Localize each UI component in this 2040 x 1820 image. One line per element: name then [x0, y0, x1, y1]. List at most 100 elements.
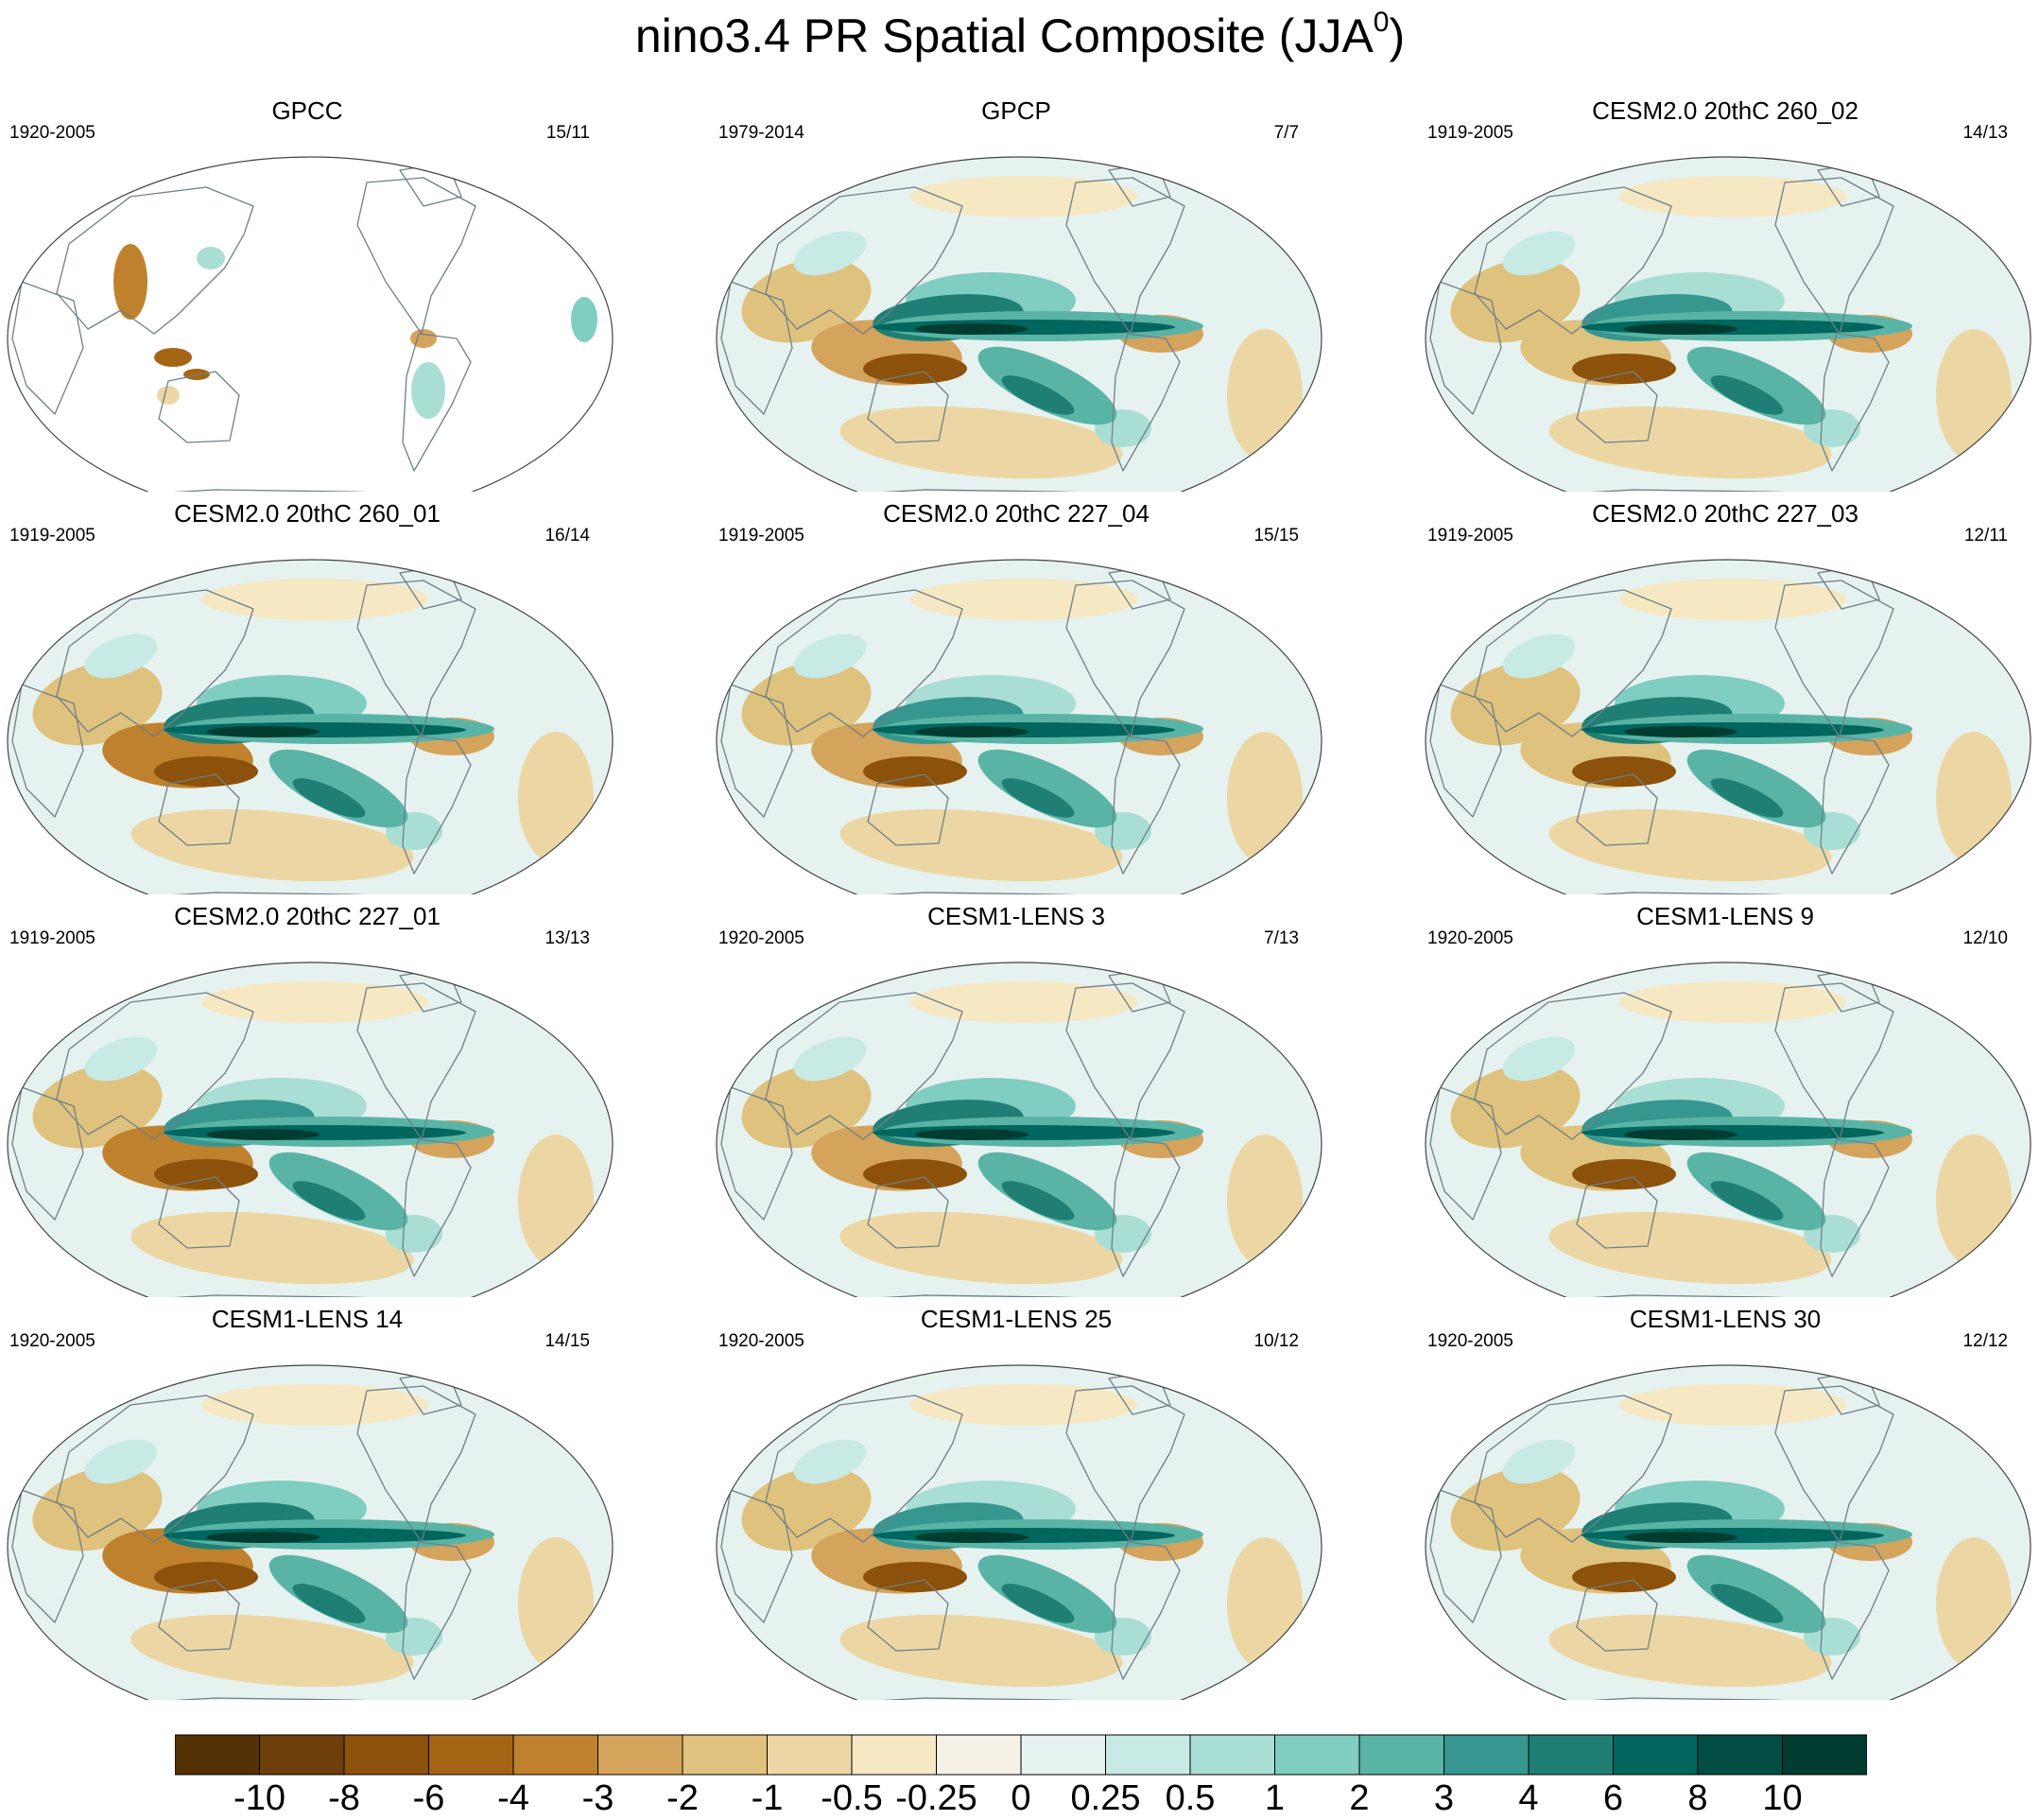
- coastline-asia: [1474, 589, 1672, 737]
- colorbar-swatch: [1613, 1734, 1699, 1776]
- coastline-namerica: [1774, 982, 1894, 1140]
- panel-count: 15/15: [1253, 526, 1299, 546]
- coastline-africa: [720, 684, 793, 818]
- colorbar-tick-label: 4: [1518, 1778, 1539, 1818]
- coastline-samerica: [402, 736, 472, 875]
- equatorial-wet-max: [206, 726, 320, 737]
- east-atlantic-dry: [1936, 329, 2012, 461]
- colorbar-tick-label: 6: [1602, 1778, 1624, 1818]
- east-atlantic-dry: [518, 732, 594, 864]
- panel-count: 10/12: [1253, 1331, 1299, 1351]
- coastline-africa: [11, 1086, 84, 1221]
- colorbar-swatch: [175, 1734, 260, 1776]
- coastline-asia: [56, 992, 254, 1140]
- coastline-australia: [1576, 1579, 1658, 1652]
- equatorial-wet-max: [915, 1532, 1029, 1543]
- panel-count: 12/10: [1962, 928, 2008, 948]
- coastline-antarctica: [87, 892, 528, 894]
- map-panel: CESM2.0 20thC 227_03 1919-2005 12/11: [1418, 497, 2032, 894]
- coastline-antarctica: [1505, 1697, 1946, 1700]
- indian-ocean-dry: [741, 661, 872, 746]
- colorbar-swatch: [682, 1734, 768, 1776]
- south-dry-band: [1548, 1614, 1832, 1688]
- spcz-wet: [1686, 1554, 1826, 1634]
- colorbar-tick-label: -10: [233, 1778, 285, 1818]
- colorbar-swatch: [851, 1734, 937, 1776]
- coastline-asia: [765, 992, 963, 1140]
- land-wet-samerica: [411, 362, 445, 419]
- panel-period: 1919-2005: [9, 526, 95, 546]
- maritime-continent-dry-core: [154, 1159, 258, 1189]
- colorbar-tick-label: 8: [1687, 1778, 1708, 1818]
- land-wet-china: [197, 247, 225, 269]
- colorbar-swatch: [1105, 1734, 1191, 1776]
- panel-title: CESM2.0 20thC 260_01: [174, 499, 441, 528]
- main-title-superscript: 0: [1373, 7, 1390, 38]
- map-border: [716, 156, 1323, 492]
- south-dry-band: [130, 1614, 414, 1688]
- indian-ocean-dry: [741, 1064, 872, 1149]
- spcz-wet-core: [1001, 778, 1075, 818]
- indian-ocean-dry: [1450, 1064, 1581, 1149]
- spcz-wet-core: [292, 1584, 366, 1623]
- panel-title: CESM2.0 20thC 227_04: [883, 499, 1150, 528]
- spcz-wet: [268, 749, 408, 828]
- coastline-australia: [158, 371, 240, 443]
- coastline-namerica: [356, 580, 476, 737]
- robinson-map: [7, 962, 614, 1297]
- colorbar-tick-label: -4: [497, 1778, 529, 1818]
- colorbar-tick-label: -6: [412, 1778, 445, 1818]
- equatorial-wet-max: [1624, 726, 1737, 737]
- coastline-africa: [11, 1489, 84, 1623]
- panel-period: 1920-2005: [9, 123, 95, 143]
- panel-period: 1920-2005: [718, 928, 804, 948]
- east-atlantic-dry: [1227, 732, 1303, 864]
- robinson-map: [1425, 559, 2031, 894]
- equatorial-wet-max: [915, 1129, 1029, 1140]
- robinson-map: [716, 559, 1323, 894]
- panel-period: 1920-2005: [1427, 1331, 1513, 1351]
- south-dry-band: [130, 808, 414, 882]
- east-atlantic-dry: [518, 1135, 594, 1267]
- south-dry-band: [839, 406, 1123, 479]
- coastline-africa: [1429, 684, 1502, 818]
- asia-wet-patch: [84, 1439, 158, 1484]
- equatorial-wet-max: [915, 726, 1029, 737]
- colorbar-tick-label: -0.5: [821, 1778, 883, 1818]
- coastline-antarctica: [796, 1697, 1237, 1700]
- indian-ocean-dry: [32, 1466, 163, 1551]
- asia-wet-patch: [793, 231, 867, 276]
- spcz-wet: [268, 1152, 408, 1231]
- coastline-asia: [765, 186, 963, 335]
- coastline-samerica: [1820, 1541, 1890, 1680]
- maritime-continent-dry-core: [154, 1562, 258, 1592]
- coastline-samerica: [402, 1541, 472, 1680]
- panel-period: 1919-2005: [1427, 526, 1513, 546]
- indian-ocean-dry: [1450, 1466, 1581, 1551]
- coastline-samerica: [1111, 736, 1181, 875]
- east-atlantic-dry: [1936, 732, 2012, 864]
- equatorial-wet-max: [1624, 323, 1737, 335]
- panel-period: 1919-2005: [1427, 123, 1513, 143]
- maritime-continent-dry-core: [1572, 756, 1676, 787]
- coastline-africa: [11, 281, 84, 415]
- maritime-continent-dry-core: [863, 1159, 967, 1189]
- spcz-wet: [268, 1554, 408, 1634]
- colorbar-swatch: [512, 1734, 598, 1776]
- coastline-australia: [867, 1176, 949, 1249]
- spcz-wet: [977, 1152, 1117, 1231]
- map-border: [1425, 156, 2031, 492]
- map-panel: CESM2.0 20thC 260_02 1919-2005 14/13: [1418, 95, 2032, 492]
- indian-ocean-dry: [741, 1466, 872, 1551]
- south-dry-band: [1548, 1211, 1832, 1285]
- equatorial-wet-max: [206, 1129, 320, 1140]
- colorbar-tick-label: 10: [1762, 1778, 1803, 1818]
- colorbar-tick-label: -8: [328, 1778, 360, 1818]
- coastline-asia: [56, 186, 254, 335]
- land-dry-namerica: [410, 329, 437, 348]
- map-panel: CESM2.0 20thC 227_01 1919-2005 13/13: [0, 900, 614, 1297]
- east-atlantic-dry: [1227, 329, 1303, 461]
- coastline-asia: [56, 1395, 254, 1543]
- east-atlantic-dry: [1227, 1135, 1303, 1267]
- maritime-continent-dry-core: [1572, 1159, 1676, 1189]
